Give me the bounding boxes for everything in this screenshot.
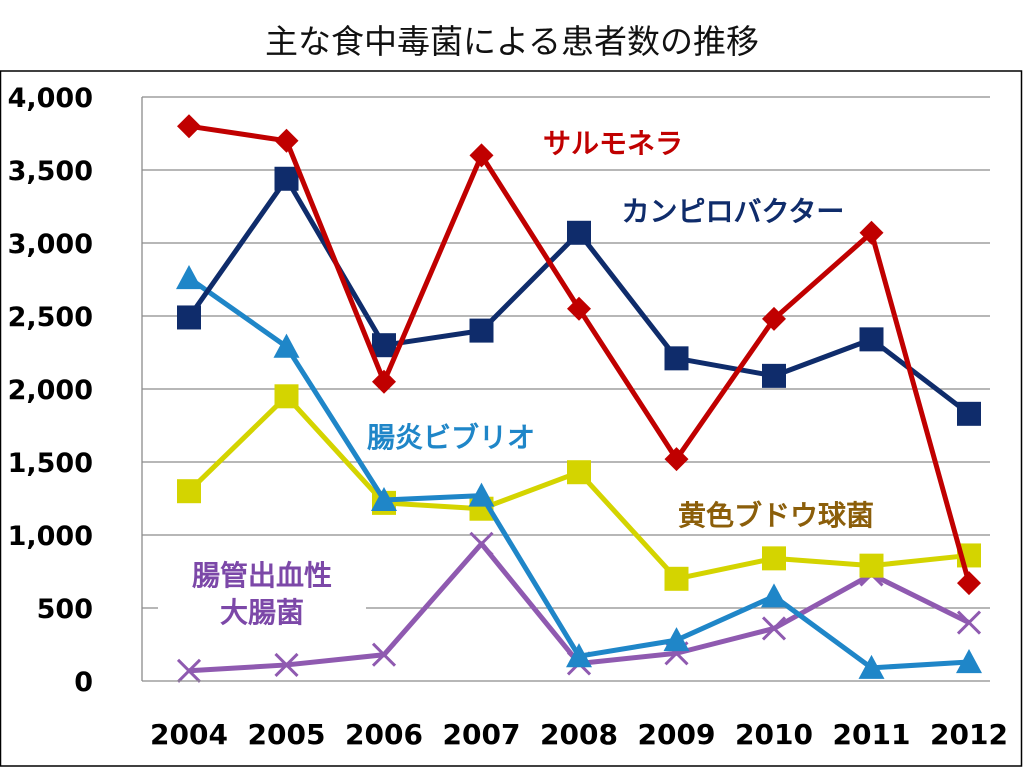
data-point bbox=[664, 566, 689, 591]
data-point bbox=[762, 546, 786, 571]
data-point bbox=[469, 531, 494, 556]
axes: 0 500 1,000 1,500 2,000 2,500 3,000 3,500 4,000 2… bbox=[8, 83, 1008, 751]
x-tick-label: 2012 bbox=[930, 718, 1008, 751]
chart-frame bbox=[0, 70, 1023, 767]
data-point bbox=[469, 318, 494, 343]
data-point bbox=[957, 401, 981, 426]
series-1 bbox=[177, 166, 981, 426]
series-label: サルモネラ bbox=[543, 127, 683, 160]
y-tick-label: 0 bbox=[74, 667, 93, 698]
x-tick-label: 2005 bbox=[248, 718, 326, 751]
data-point bbox=[664, 447, 689, 472]
series-label: 腸管出血性 bbox=[192, 559, 332, 592]
data-point bbox=[372, 369, 396, 394]
data-point bbox=[176, 265, 202, 290]
data-point bbox=[567, 296, 591, 321]
series-label: 黄色ブドウ球菌 bbox=[678, 499, 874, 532]
series-label: 腸炎ビブリオ bbox=[367, 421, 535, 454]
x-tick-label: 2007 bbox=[443, 718, 521, 751]
y-tick-label: 3,500 bbox=[8, 156, 93, 187]
data-point bbox=[956, 649, 982, 674]
data-point bbox=[859, 220, 884, 245]
series-label: カンピロバクター bbox=[622, 195, 845, 228]
data-point bbox=[956, 610, 982, 635]
plot-area bbox=[176, 114, 982, 683]
data-point bbox=[274, 128, 299, 153]
series-0 bbox=[177, 114, 981, 596]
series-line bbox=[187, 393, 970, 582]
data-point bbox=[567, 220, 591, 245]
data-point bbox=[567, 460, 591, 485]
y-tick-label: 500 bbox=[37, 594, 93, 625]
label-background bbox=[158, 553, 366, 634]
data-point bbox=[371, 642, 397, 667]
y-tick-label: 1,500 bbox=[8, 448, 93, 479]
data-point bbox=[663, 627, 690, 652]
data-point bbox=[273, 333, 300, 358]
data-point bbox=[176, 658, 202, 683]
y-tick-label: 1,000 bbox=[8, 521, 93, 552]
data-point bbox=[469, 143, 494, 168]
data-point bbox=[762, 306, 786, 331]
x-tick-label: 2004 bbox=[150, 718, 228, 751]
data-point bbox=[761, 616, 787, 641]
x-tick-label: 2008 bbox=[540, 718, 618, 751]
data-point bbox=[664, 346, 689, 371]
data-point bbox=[274, 652, 299, 678]
series-label: 大腸菌 bbox=[220, 596, 304, 629]
data-point bbox=[762, 363, 786, 388]
x-tick-label: 2009 bbox=[638, 718, 716, 751]
data-point bbox=[371, 486, 397, 512]
data-point bbox=[468, 482, 495, 507]
x-tick-label: 2010 bbox=[735, 718, 813, 751]
data-point bbox=[859, 553, 884, 578]
data-point bbox=[566, 643, 592, 668]
y-tick-label: 2,000 bbox=[8, 375, 93, 406]
chart-title: 主な食中毒菌による患者数の推移 bbox=[265, 22, 759, 61]
series-2 bbox=[176, 265, 982, 679]
data-point bbox=[177, 114, 201, 139]
data-point bbox=[274, 166, 299, 191]
data-point bbox=[859, 327, 884, 352]
y-tick-label: 2,500 bbox=[8, 302, 93, 333]
data-point bbox=[177, 305, 201, 330]
x-tick-label: 2011 bbox=[833, 718, 911, 751]
data-point bbox=[372, 333, 396, 358]
y-tick-label: 4,000 bbox=[8, 83, 93, 114]
data-point bbox=[858, 654, 885, 679]
data-point bbox=[957, 571, 981, 596]
data-point bbox=[177, 479, 201, 504]
x-tick-label: 2006 bbox=[345, 718, 423, 751]
y-tick-label: 3,000 bbox=[8, 229, 93, 260]
data-point bbox=[274, 384, 299, 409]
data-point bbox=[761, 583, 787, 608]
